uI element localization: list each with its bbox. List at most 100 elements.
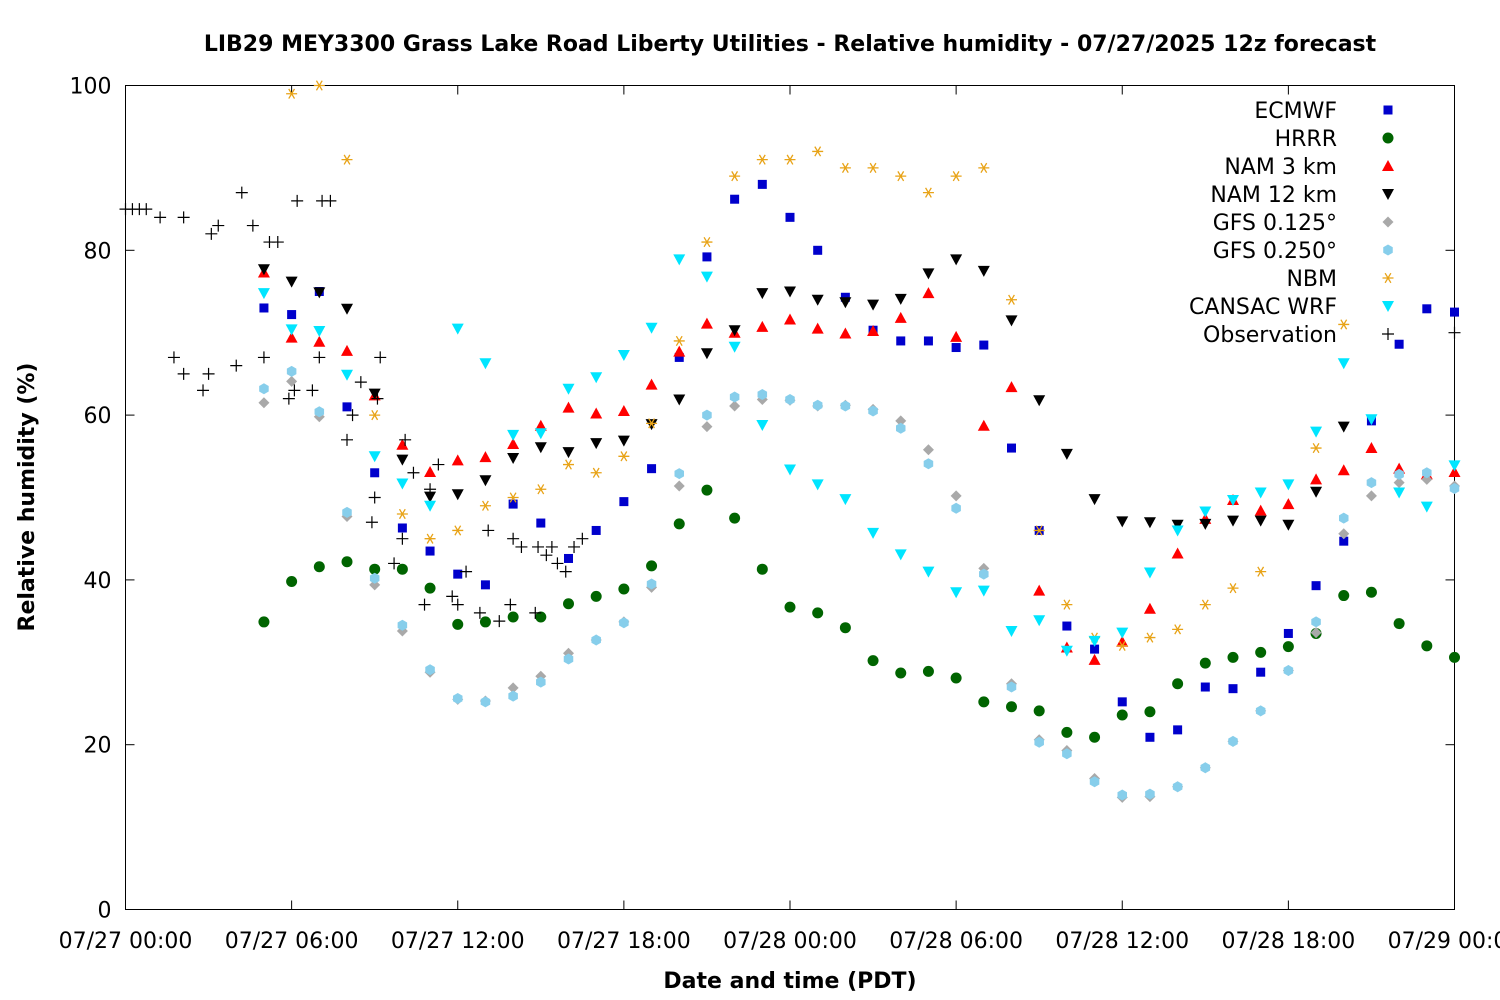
data-point-hrrr [1393, 618, 1405, 630]
data-point-hrrr [646, 560, 658, 572]
data-point-nbm [396, 508, 408, 520]
x-tick-label: 07/27 06:00 [225, 929, 359, 954]
data-point-gfs-0-125 [895, 415, 907, 427]
data-point-ecmwf [702, 252, 712, 262]
data-point-observation [504, 598, 517, 611]
y-tick-label: 0 [98, 899, 112, 924]
data-point-nam-12-km [396, 454, 409, 466]
data-point-ecmwf [1422, 304, 1432, 314]
data-point-nam-12-km [673, 394, 686, 406]
data-point-nbm [978, 162, 990, 174]
data-point-gfs-0-250 [1200, 762, 1211, 774]
data-point-gfs-0-250 [1089, 776, 1100, 788]
data-point-ecmwf [370, 468, 380, 478]
data-point-nbm [950, 171, 962, 182]
data-point-observation [197, 384, 210, 397]
data-point-observation [354, 376, 367, 389]
data-point-observation [212, 219, 225, 232]
data-point-nam-12-km [368, 388, 381, 400]
data-point-cansac-wrf [479, 358, 492, 370]
data-point-nbm [507, 492, 519, 503]
data-point-hrrr [1365, 586, 1377, 598]
data-point-cansac-wrf [1033, 615, 1046, 627]
data-point-ecmwf [647, 464, 657, 474]
data-point-gfs-0-250 [1449, 482, 1460, 494]
x-axis-label: Date and time (PDT) [663, 969, 916, 994]
data-point-nbm [535, 484, 547, 495]
data-point-nam-12-km [424, 491, 437, 503]
data-point-nam-12-km [451, 489, 464, 501]
data-point-nam-12-km [285, 276, 298, 288]
data-point-hrrr [1449, 651, 1460, 663]
data-point-nam-12-km [1088, 494, 1101, 506]
data-point-nbm [286, 88, 298, 99]
data-point-ecmwf [1283, 628, 1293, 638]
data-point-cansac-wrf [1337, 358, 1350, 370]
data-point-observation [371, 392, 384, 405]
data-point-hrrr [839, 622, 851, 634]
data-point-observation [446, 590, 459, 603]
data-point-cansac-wrf [645, 322, 658, 334]
data-point-gfs-0-250 [1034, 736, 1044, 748]
data-point-gfs-0-250 [1172, 781, 1183, 793]
data-point-ecmwf [536, 518, 546, 528]
data-point-gfs-0-250 [1422, 467, 1432, 479]
data-point-cansac-wrf [1420, 501, 1433, 513]
legend-marker-observation [1382, 328, 1394, 340]
data-point-ecmwf [730, 194, 740, 204]
series-hrrr [258, 484, 1460, 743]
data-point-nam-12-km [617, 435, 630, 447]
data-point-gfs-0-125 [1338, 528, 1350, 540]
data-point-nam-3-km [507, 437, 520, 449]
data-point-cansac-wrf [590, 372, 603, 384]
data-point-hrrr [618, 583, 630, 595]
data-point-cansac-wrf [313, 326, 326, 338]
data-point-observation [551, 557, 564, 570]
data-point-ecmwf [1090, 644, 1100, 654]
legend-marker-cansac-wrf [1382, 301, 1394, 312]
data-point-gfs-0-125 [922, 444, 934, 456]
data-point-observation [205, 227, 218, 240]
data-point-gfs-0-250 [397, 619, 408, 631]
data-point-gfs-0-125 [673, 480, 685, 492]
data-point-observation [140, 203, 153, 216]
data-point-hrrr [341, 556, 353, 568]
data-point-nam-3-km [756, 320, 769, 332]
y-tick-label: 60 [84, 404, 112, 429]
legend-label-observation: Observation [1203, 323, 1337, 348]
data-point-ecmwf [425, 546, 435, 556]
data-point-cansac-wrf [700, 271, 713, 283]
data-point-cansac-wrf [341, 369, 353, 381]
data-point-nam-3-km [1005, 381, 1018, 393]
data-point-observation [346, 409, 359, 422]
data-point-gfs-0-125 [286, 375, 298, 387]
data-point-observation [460, 565, 473, 578]
data-point-cansac-wrf [894, 549, 907, 561]
data-point-nam-12-km [784, 286, 796, 298]
data-point-nbm [646, 418, 658, 429]
data-point-ecmwf [923, 336, 933, 346]
data-point-cansac-wrf [562, 383, 575, 395]
data-point-observation [529, 606, 542, 619]
data-point-cansac-wrf [977, 585, 990, 597]
data-point-hrrr [1199, 657, 1211, 669]
data-point-gfs-0-125 [1365, 490, 1377, 502]
data-point-observation [374, 351, 387, 364]
data-point-observation [1448, 326, 1461, 339]
data-point-nam-3-km [950, 330, 963, 342]
plot-frame [125, 85, 1455, 910]
data-point-gfs-0-250 [314, 406, 325, 418]
data-point-nam-12-km [1060, 448, 1073, 460]
legend-marker-ecmwf [1383, 105, 1393, 115]
data-point-observation [540, 549, 553, 562]
data-point-nam-3-km [1282, 498, 1295, 510]
data-point-ecmwf [951, 343, 961, 353]
data-point-gfs-0-250 [923, 458, 934, 470]
data-point-nbm [729, 171, 741, 182]
legend-label-nam-3-km: NAM 3 km [1224, 155, 1337, 180]
data-point-nbm [922, 187, 934, 198]
data-point-nam-3-km [1171, 547, 1184, 559]
data-point-nbm [701, 236, 713, 248]
data-point-gfs-0-250 [979, 568, 989, 580]
